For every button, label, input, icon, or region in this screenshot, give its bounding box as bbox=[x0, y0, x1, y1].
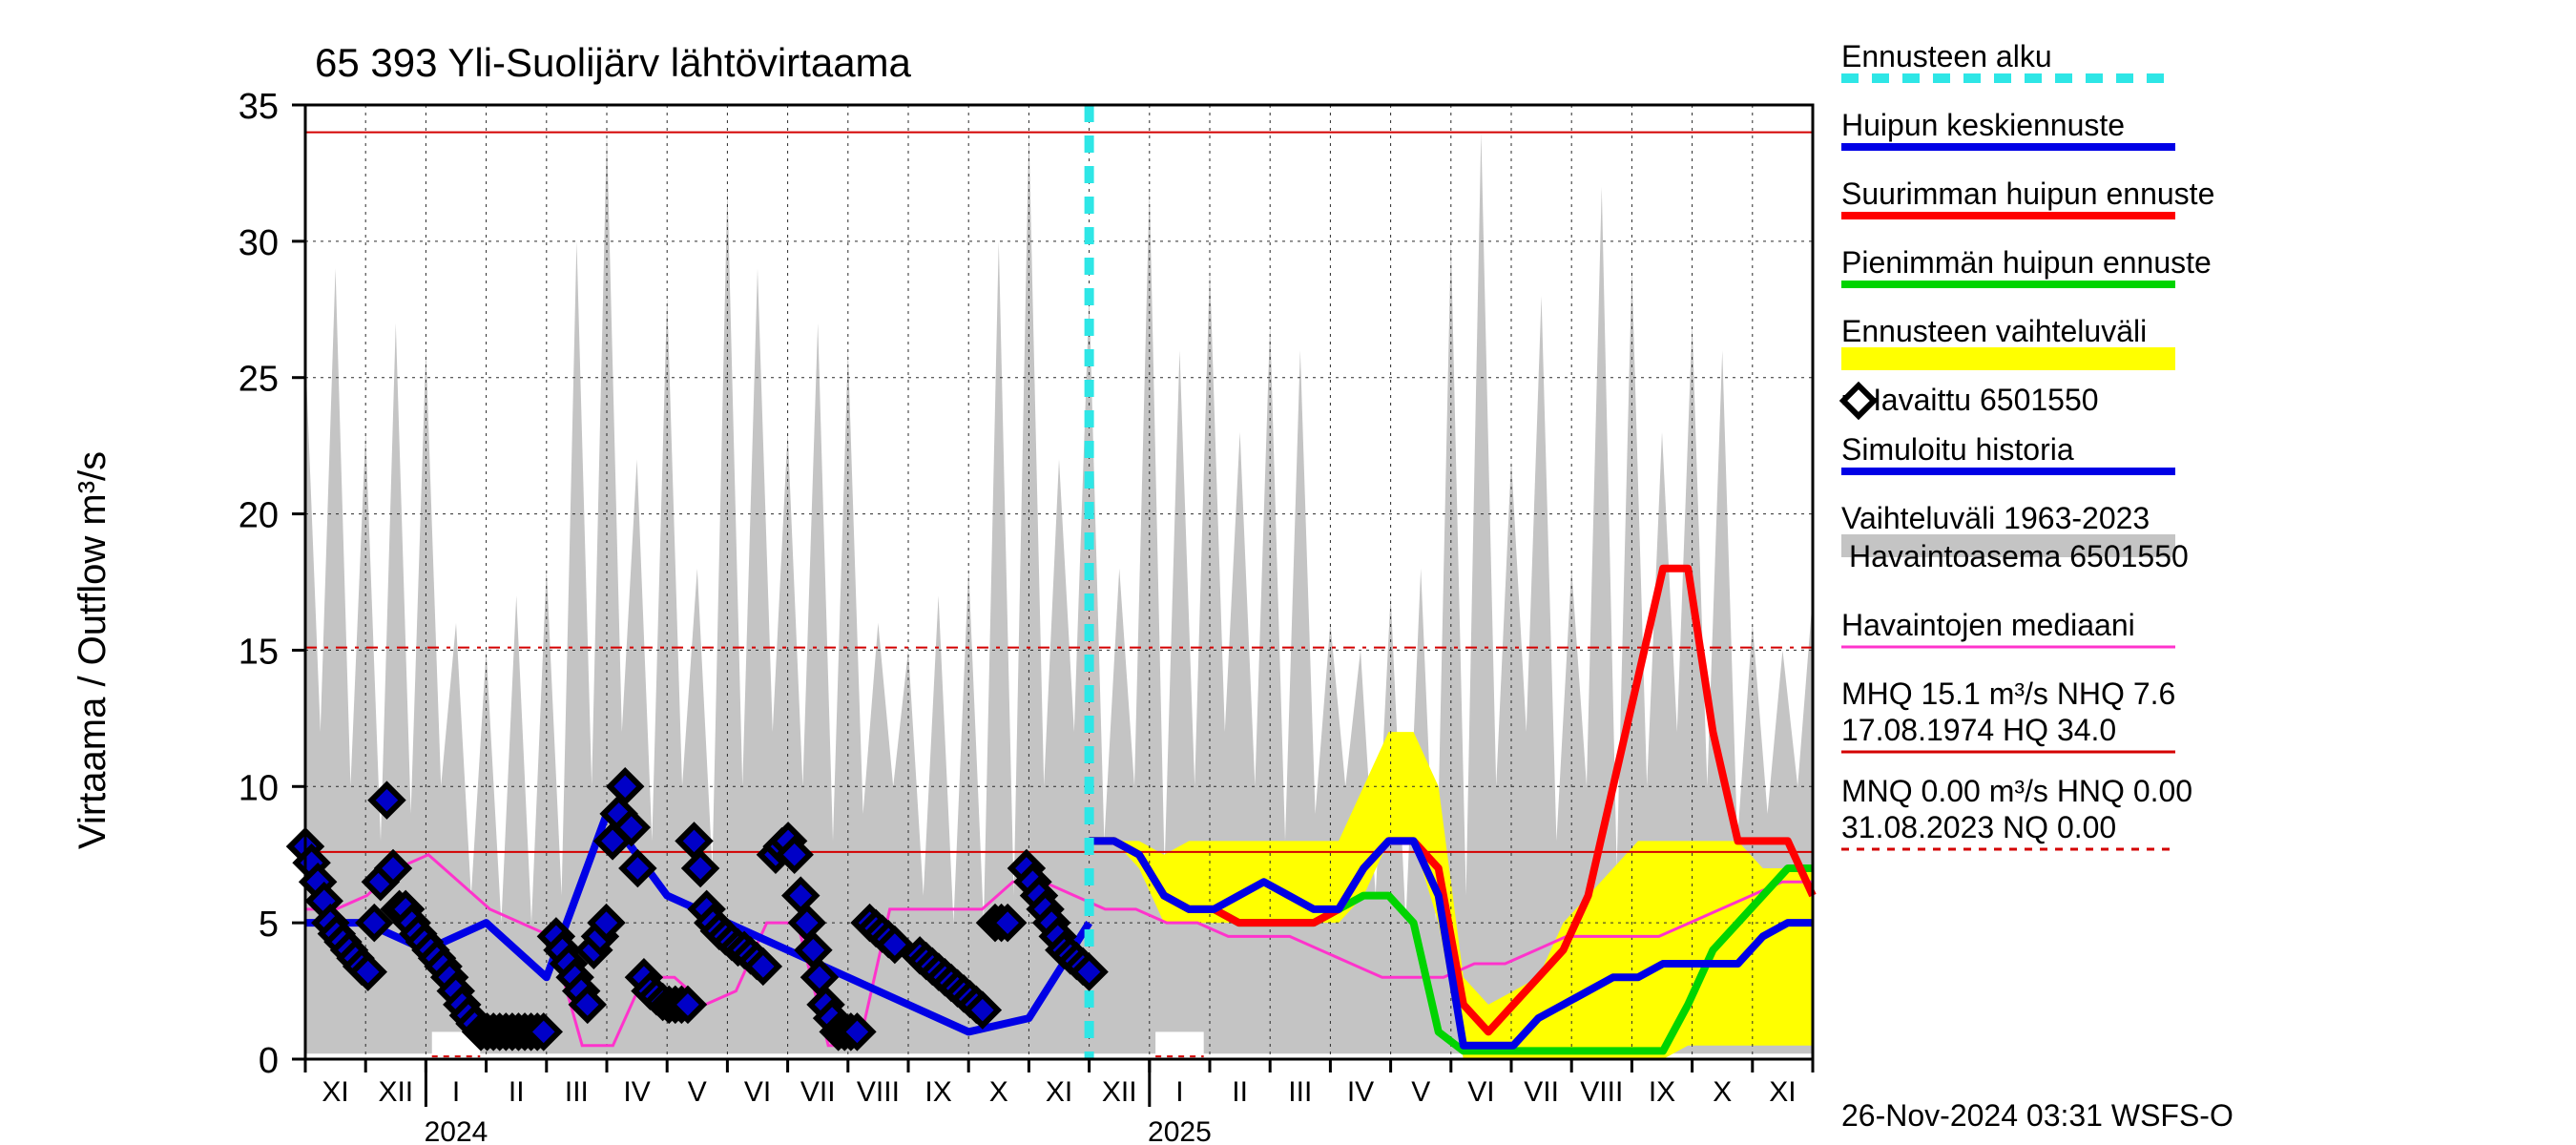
svg-text:XII: XII bbox=[1102, 1076, 1137, 1108]
svg-text:20: 20 bbox=[239, 496, 279, 536]
legend-label-forecast_start: Ennusteen alku bbox=[1841, 39, 2052, 73]
svg-text:X: X bbox=[989, 1076, 1008, 1108]
legend-label-yellow: Ennusteen vaihteluväli bbox=[1841, 314, 2147, 348]
svg-text:5: 5 bbox=[259, 905, 279, 945]
legend-label-simhist: Simuloitu historia bbox=[1841, 432, 2074, 467]
svg-text:V: V bbox=[688, 1076, 707, 1108]
svg-text:XI: XI bbox=[322, 1076, 348, 1108]
legend: Ennusteen alku Huipun keskiennuste Suurimm… bbox=[1841, 39, 2214, 849]
svg-text:0: 0 bbox=[259, 1041, 279, 1081]
svg-text:III: III bbox=[1288, 1076, 1312, 1108]
legend-label-median: Havaintojen mediaani bbox=[1841, 608, 2135, 642]
footer-timestamp: 26-Nov-2024 03:31 WSFS-O bbox=[1841, 1098, 2233, 1133]
svg-text:II: II bbox=[1232, 1076, 1248, 1108]
svg-text:VIII: VIII bbox=[1580, 1076, 1623, 1108]
svg-text:IX: IX bbox=[1649, 1076, 1675, 1108]
svg-text:X: X bbox=[1713, 1076, 1732, 1108]
svg-text:III: III bbox=[565, 1076, 589, 1108]
legend-label-obs: =Havaittu 6501550 bbox=[1841, 383, 2099, 417]
svg-text:30: 30 bbox=[239, 223, 279, 263]
svg-text:Havaintoasema 6501550: Havaintoasema 6501550 bbox=[1849, 539, 2189, 573]
svg-text:IX: IX bbox=[924, 1076, 951, 1108]
x-axis: XIXIIIIIIIIIVVVIVIIVIIIIXXXIXIIIIIIIIIVV… bbox=[305, 1059, 1813, 1145]
svg-text:VII: VII bbox=[800, 1076, 836, 1108]
svg-text:II: II bbox=[509, 1076, 525, 1108]
svg-text:31.08.2023 NQ 0.00: 31.08.2023 NQ 0.00 bbox=[1841, 810, 2116, 844]
svg-text:V: V bbox=[1411, 1076, 1430, 1108]
legend-label-mhq: MHQ 15.1 m³/s NHQ 7.6 bbox=[1841, 677, 2175, 711]
svg-text:XI: XI bbox=[1046, 1076, 1072, 1108]
chart-svg: 05101520253035XIXIIIIIIIIIVVVIVIIVIIIIXX… bbox=[0, 0, 2576, 1145]
legend-label-mnq: MNQ 0.00 m³/s HNQ 0.00 bbox=[1841, 774, 2192, 808]
svg-text:2025: 2025 bbox=[1148, 1116, 1212, 1145]
svg-text:25: 25 bbox=[239, 360, 279, 400]
svg-text:I: I bbox=[1175, 1076, 1183, 1108]
legend-label-range: Vaihteluväli 1963-2023 bbox=[1841, 501, 2150, 535]
svg-text:VI: VI bbox=[1467, 1076, 1494, 1108]
svg-text:I: I bbox=[452, 1076, 460, 1108]
svg-text:VIII: VIII bbox=[857, 1076, 900, 1108]
chart-root: 05101520253035XIXIIIIIIIIIVVVIVIIVIIIIXX… bbox=[0, 0, 2576, 1145]
svg-text:VI: VI bbox=[744, 1076, 771, 1108]
svg-text:2024: 2024 bbox=[425, 1116, 488, 1145]
svg-text:IV: IV bbox=[623, 1076, 650, 1108]
svg-text:10: 10 bbox=[239, 768, 279, 808]
svg-text:IV: IV bbox=[1347, 1076, 1374, 1108]
y-axis-label: Virtaama / Outflow m³/s bbox=[72, 451, 114, 849]
legend-label-max: Suurimman huipun ennuste bbox=[1841, 177, 2214, 211]
svg-text:XI: XI bbox=[1769, 1076, 1796, 1108]
y-axis: 0 5 10 15 20 25 30 35 bbox=[239, 87, 305, 1081]
legend-label-center: Huipun keskiennuste bbox=[1841, 108, 2125, 142]
svg-text:XII: XII bbox=[378, 1076, 413, 1108]
chart-title: 65 393 Yli-Suolijärv lähtövirtaama bbox=[315, 40, 912, 85]
legend-label-min: Pienimmän huipun ennuste bbox=[1841, 245, 2212, 280]
svg-text:17.08.1974 HQ 34.0: 17.08.1974 HQ 34.0 bbox=[1841, 713, 2116, 747]
svg-text:VII: VII bbox=[1524, 1076, 1559, 1108]
svg-text:15: 15 bbox=[239, 632, 279, 672]
svg-text:35: 35 bbox=[239, 87, 279, 127]
